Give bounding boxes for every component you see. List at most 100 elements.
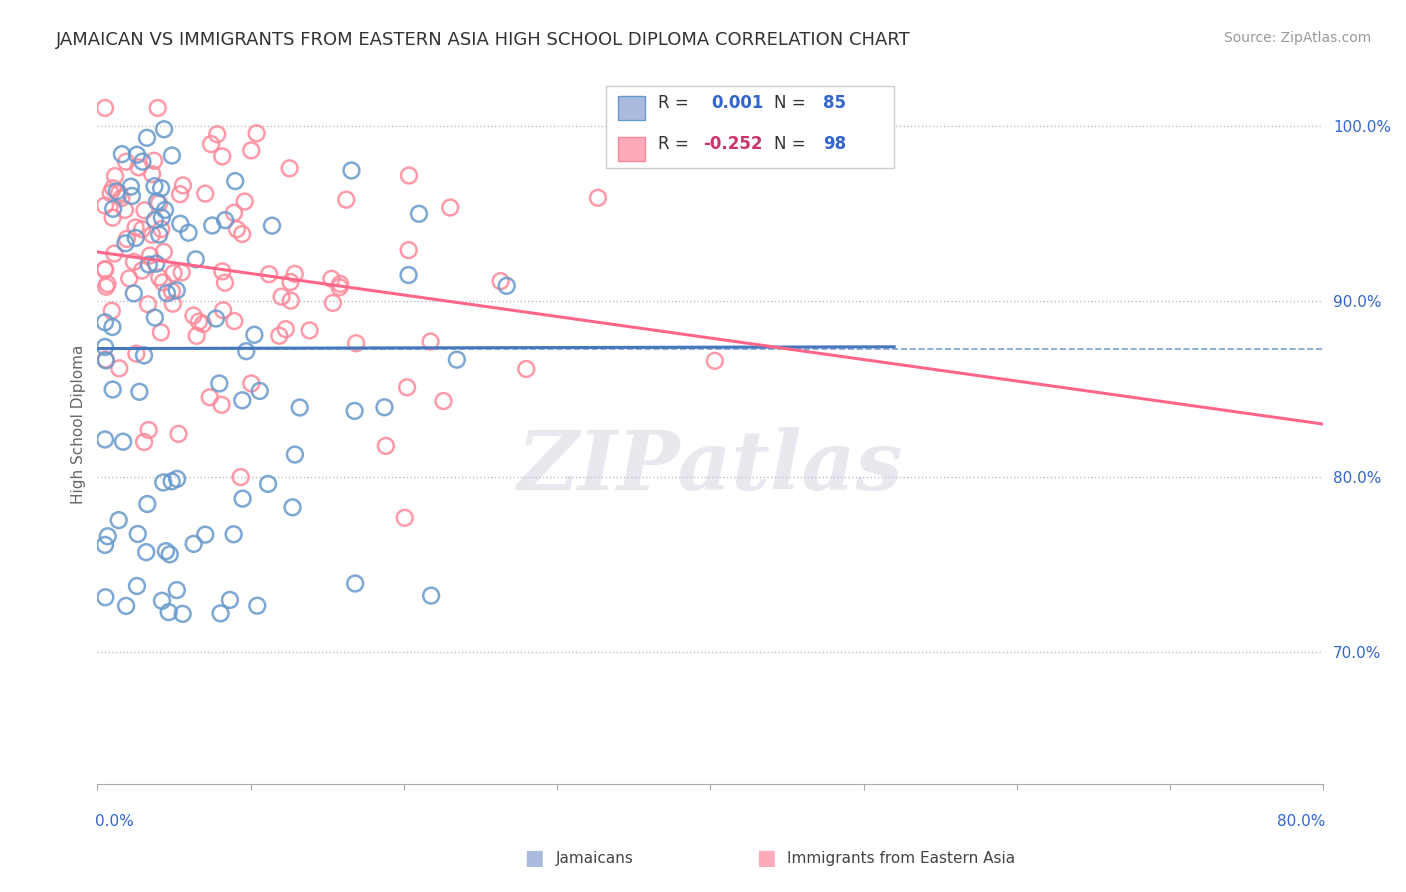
Point bbox=[125, 346, 148, 360]
Point bbox=[169, 217, 191, 231]
Point bbox=[148, 196, 170, 211]
Point bbox=[94, 538, 117, 552]
Text: R =: R = bbox=[658, 94, 693, 112]
Point bbox=[94, 198, 117, 212]
Point bbox=[260, 219, 283, 233]
Point bbox=[101, 303, 124, 318]
Point bbox=[166, 582, 188, 597]
Point bbox=[166, 472, 188, 486]
Point bbox=[131, 263, 153, 277]
Point bbox=[177, 226, 200, 240]
Point bbox=[143, 179, 166, 194]
Point bbox=[280, 293, 302, 308]
Point bbox=[120, 179, 142, 194]
Point bbox=[214, 213, 236, 227]
Point bbox=[94, 353, 117, 368]
Point bbox=[96, 277, 118, 291]
Text: ■: ■ bbox=[524, 848, 544, 868]
Point bbox=[240, 376, 263, 391]
Point bbox=[148, 270, 170, 285]
Point bbox=[101, 211, 124, 225]
Point bbox=[103, 246, 125, 260]
Point bbox=[489, 274, 512, 288]
Point bbox=[284, 267, 307, 281]
Point bbox=[143, 310, 166, 325]
Point bbox=[668, 149, 690, 163]
Point bbox=[157, 605, 180, 619]
Point bbox=[703, 354, 725, 368]
Point bbox=[246, 599, 269, 613]
Text: 0.0%: 0.0% bbox=[94, 814, 134, 830]
Point bbox=[226, 222, 249, 236]
Point bbox=[284, 448, 307, 462]
Text: 80.0%: 80.0% bbox=[1278, 814, 1326, 830]
Point bbox=[219, 593, 242, 607]
Point bbox=[114, 236, 136, 251]
Point bbox=[141, 167, 163, 181]
Point bbox=[118, 271, 141, 285]
Point bbox=[240, 144, 263, 158]
Point bbox=[141, 227, 163, 242]
Point bbox=[169, 187, 191, 202]
Y-axis label: High School Diploma: High School Diploma bbox=[72, 344, 86, 504]
Point bbox=[191, 317, 214, 331]
Point bbox=[321, 272, 343, 286]
Point bbox=[155, 544, 177, 558]
Point bbox=[586, 191, 609, 205]
Point bbox=[166, 284, 188, 298]
Point bbox=[131, 154, 153, 169]
Point bbox=[152, 276, 174, 290]
Point bbox=[153, 202, 176, 217]
Point bbox=[212, 303, 235, 318]
Point bbox=[198, 390, 221, 404]
Point bbox=[194, 527, 217, 541]
Text: -0.252: -0.252 bbox=[703, 136, 762, 153]
Point bbox=[160, 148, 183, 162]
Point bbox=[183, 537, 205, 551]
Point bbox=[329, 277, 352, 291]
Point bbox=[246, 126, 269, 140]
Point bbox=[146, 194, 169, 209]
Point bbox=[143, 213, 166, 227]
Point bbox=[183, 309, 205, 323]
Point bbox=[122, 286, 145, 301]
Point bbox=[280, 275, 302, 289]
Point bbox=[420, 589, 443, 603]
Point bbox=[274, 322, 297, 336]
Point bbox=[146, 101, 169, 115]
Point bbox=[94, 591, 117, 605]
Point bbox=[94, 279, 117, 293]
Point bbox=[419, 334, 441, 349]
Point bbox=[152, 475, 174, 490]
Point bbox=[222, 527, 245, 541]
Point bbox=[136, 130, 159, 145]
Point bbox=[235, 344, 257, 359]
Point bbox=[94, 262, 117, 277]
Point bbox=[231, 393, 253, 408]
Point bbox=[94, 315, 117, 329]
Point bbox=[446, 352, 468, 367]
Point bbox=[110, 191, 132, 205]
Point bbox=[127, 527, 149, 541]
Point bbox=[335, 193, 357, 207]
Point bbox=[231, 227, 253, 241]
Point bbox=[257, 267, 280, 281]
Point bbox=[128, 384, 150, 399]
Point bbox=[222, 206, 245, 220]
Point bbox=[200, 137, 222, 152]
Text: N =: N = bbox=[775, 136, 811, 153]
Point bbox=[111, 147, 134, 161]
Point bbox=[162, 296, 184, 310]
Point bbox=[170, 265, 193, 279]
Point bbox=[322, 296, 344, 310]
Point bbox=[136, 297, 159, 311]
Point bbox=[408, 207, 430, 221]
Point bbox=[209, 607, 232, 621]
Point bbox=[232, 491, 254, 506]
Point bbox=[374, 439, 396, 453]
Point bbox=[269, 328, 291, 343]
Point bbox=[187, 315, 209, 329]
FancyBboxPatch shape bbox=[619, 137, 645, 161]
Point bbox=[112, 434, 135, 449]
Point bbox=[125, 579, 148, 593]
